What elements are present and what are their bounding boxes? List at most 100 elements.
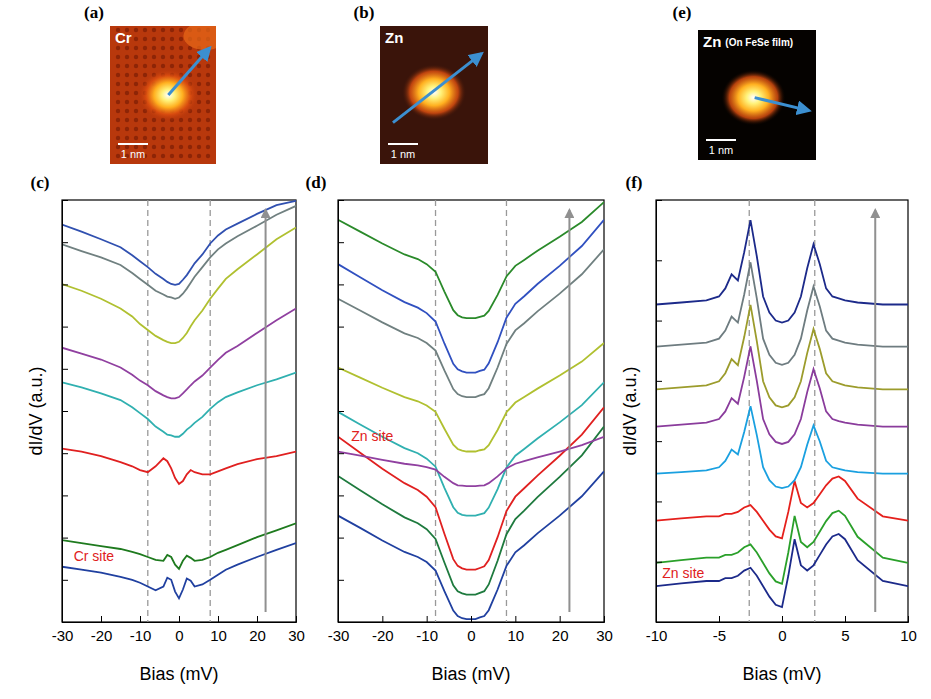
spectrum-line bbox=[62, 449, 296, 484]
panel-label: (f) bbox=[626, 173, 643, 192]
lattice-site bbox=[125, 109, 129, 113]
y-axis-line bbox=[63, 201, 69, 623]
panel-label: (e) bbox=[673, 3, 692, 22]
lattice-site bbox=[125, 46, 129, 50]
lattice-site bbox=[161, 145, 165, 149]
lattice-site bbox=[161, 136, 165, 140]
annotation: Cr site bbox=[74, 548, 115, 564]
x-tick: 0 bbox=[467, 616, 475, 644]
y-tick-mark bbox=[338, 242, 344, 243]
y-tick bbox=[656, 381, 662, 382]
x-tick-label: 0 bbox=[778, 627, 786, 644]
y-tick bbox=[338, 622, 344, 623]
y-tick-mark bbox=[338, 284, 344, 285]
spectrum-line bbox=[62, 523, 296, 569]
lattice-site bbox=[179, 28, 183, 32]
panel: -30-20-100102030Bias (mV)dI/dV (a.u.)(c)… bbox=[26, 173, 305, 684]
spectrum-line bbox=[338, 437, 604, 486]
annotation: Zn site bbox=[351, 428, 393, 444]
y-tick-mark bbox=[338, 327, 344, 328]
lattice-site bbox=[188, 118, 192, 122]
lattice-site bbox=[125, 136, 129, 140]
spectrum-line bbox=[62, 543, 296, 598]
panel: -30-20-100102030Bias (mV)(d)Zn site bbox=[306, 173, 613, 684]
lattice-site bbox=[206, 82, 210, 86]
y-tick-mark bbox=[62, 538, 68, 539]
lattice-site bbox=[125, 100, 129, 104]
x-tick-mark bbox=[218, 616, 219, 622]
x-tick-label: 5 bbox=[841, 627, 849, 644]
x-tick-label: -5 bbox=[713, 627, 726, 644]
lattice-site bbox=[143, 127, 147, 131]
lattice-site bbox=[134, 73, 138, 77]
y-tick bbox=[62, 284, 68, 285]
linecut-arrow bbox=[168, 48, 209, 95]
lattice-site bbox=[161, 46, 165, 50]
lattice-site bbox=[125, 64, 129, 68]
lattice-site bbox=[179, 46, 183, 50]
lattice-site bbox=[206, 91, 210, 95]
spectrum-line bbox=[338, 202, 604, 318]
lattice-site bbox=[143, 28, 147, 32]
spectrum-line bbox=[656, 406, 908, 488]
y-tick bbox=[338, 495, 344, 496]
stm-image: Zn1 nm bbox=[380, 26, 488, 164]
panel: -10-50510Bias (mV)dI/dV (a.u.)(f)Zn site bbox=[620, 173, 917, 684]
sequence-arrow bbox=[265, 210, 267, 612]
lattice-site bbox=[161, 127, 165, 131]
y-tick-mark bbox=[656, 622, 662, 623]
y-tick-mark bbox=[338, 580, 344, 581]
panel-label: (c) bbox=[31, 173, 50, 192]
y-tick bbox=[338, 580, 344, 581]
y-axis bbox=[656, 201, 662, 623]
x-tick-label: 30 bbox=[596, 627, 613, 644]
x-tick: 10 bbox=[210, 616, 227, 644]
lattice-site bbox=[188, 154, 192, 158]
spectrum-line bbox=[338, 220, 604, 373]
y-tick-mark bbox=[62, 200, 68, 201]
y-tick-mark bbox=[656, 381, 662, 382]
reference-line bbox=[147, 200, 148, 622]
x-tick: 5 bbox=[841, 616, 849, 644]
lattice-site bbox=[206, 154, 210, 158]
x-tick-label: -10 bbox=[646, 627, 668, 644]
y-tick-mark bbox=[656, 562, 662, 563]
lattice-site bbox=[206, 100, 210, 104]
x-tick-mark bbox=[908, 616, 909, 622]
x-tick: 30 bbox=[596, 616, 613, 644]
lattice-site bbox=[152, 46, 156, 50]
lattice-site bbox=[188, 55, 192, 59]
x-tick-mark bbox=[604, 616, 605, 622]
y-tick-mark bbox=[62, 369, 68, 370]
lattice-site bbox=[206, 64, 210, 68]
lattice-site bbox=[197, 82, 201, 86]
lattice-site bbox=[206, 145, 210, 149]
lattice-site bbox=[179, 55, 183, 59]
x-tick: 10 bbox=[900, 616, 917, 644]
x-tick: -20 bbox=[91, 616, 113, 644]
x-tick: 10 bbox=[507, 616, 524, 644]
x-axis-title: Bias (mV) bbox=[139, 664, 218, 684]
image-subtitle: (On FeSe film) bbox=[725, 37, 793, 48]
y-tick bbox=[656, 622, 662, 623]
y-tick-mark bbox=[62, 411, 68, 412]
lattice-site bbox=[161, 28, 165, 32]
y-tick-mark bbox=[62, 495, 68, 496]
y-tick bbox=[62, 369, 68, 370]
lattice-site bbox=[134, 28, 138, 32]
spectrum-line bbox=[62, 227, 296, 343]
x-axis-line bbox=[657, 616, 909, 623]
lattice-site bbox=[188, 127, 192, 131]
lattice-site bbox=[125, 55, 129, 59]
x-tick: 20 bbox=[249, 616, 266, 644]
x-tick-label: 20 bbox=[552, 627, 569, 644]
lattice-site bbox=[152, 154, 156, 158]
reference-line bbox=[814, 200, 815, 622]
x-tick-mark bbox=[845, 616, 846, 622]
x-tick-mark bbox=[427, 616, 428, 622]
spectrum-line bbox=[656, 346, 908, 444]
plot-frame bbox=[62, 200, 296, 622]
lattice-site bbox=[161, 55, 165, 59]
y-tick bbox=[338, 200, 344, 201]
y-tick-mark bbox=[62, 327, 68, 328]
